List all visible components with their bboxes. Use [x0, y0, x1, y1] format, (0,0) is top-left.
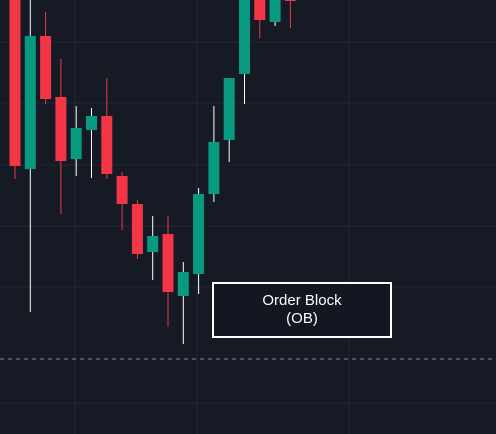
candle-body [223, 78, 235, 140]
candle-body [70, 128, 82, 159]
candle-body [40, 36, 52, 99]
candle-body [55, 97, 67, 161]
candle [70, 106, 82, 176]
candle [55, 59, 67, 214]
candle-layer [9, 0, 296, 344]
candle [177, 262, 189, 344]
candle [254, 0, 266, 38]
order-block-label-line2: (OB) [286, 310, 318, 327]
candle [147, 216, 159, 280]
candle [269, 0, 281, 26]
candle [116, 172, 128, 230]
candle [239, 0, 250, 104]
candle-body [269, 0, 281, 22]
candle-body [9, 0, 21, 166]
candle-body [193, 194, 205, 274]
candle-body [177, 272, 189, 296]
order-block-label: Order Block (OB) [212, 282, 392, 338]
candle-body [24, 36, 36, 169]
candle-body [208, 142, 220, 194]
candle [223, 78, 235, 162]
candle [193, 188, 205, 294]
candle-body [162, 234, 174, 292]
candle-body [284, 0, 296, 1]
candle [162, 216, 174, 327]
candle [284, 0, 296, 28]
candle-body [147, 236, 159, 252]
candle-body [86, 116, 97, 130]
candle-body [101, 116, 113, 174]
candle [101, 78, 113, 179]
candle [208, 106, 220, 202]
candle-body [254, 0, 266, 20]
candle [86, 108, 97, 178]
candle [24, 0, 36, 312]
candle-body [116, 176, 128, 204]
candle-body [131, 204, 143, 254]
candle [9, 0, 21, 179]
order-block-label-line1: Order Block [262, 292, 342, 309]
candle-body [239, 0, 250, 74]
candle [40, 12, 52, 104]
candle [131, 200, 143, 259]
